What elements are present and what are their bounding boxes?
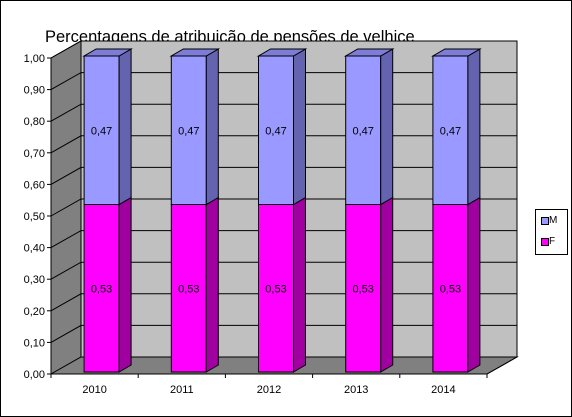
legend-label-m: M bbox=[549, 215, 558, 226]
bar-top bbox=[169, 48, 221, 57]
y-tick-label: 0,30 bbox=[24, 274, 45, 286]
data-label: 0,53 bbox=[91, 283, 112, 295]
data-label: 0,53 bbox=[440, 283, 461, 295]
data-label: 0,53 bbox=[352, 283, 373, 295]
y-tick-label: 0,20 bbox=[24, 306, 45, 318]
data-label: 0,47 bbox=[265, 125, 286, 137]
legend-label-f: F bbox=[549, 236, 556, 247]
floor-edge bbox=[486, 356, 518, 375]
y-tick-label: 0,80 bbox=[24, 116, 45, 128]
bar-top bbox=[343, 48, 395, 57]
data-label: 0,47 bbox=[440, 125, 461, 137]
y-tick-label: 0,00 bbox=[24, 369, 45, 381]
y-tick-label: 0,10 bbox=[24, 337, 45, 349]
bar-top bbox=[256, 48, 308, 57]
bar-side bbox=[380, 196, 394, 373]
y-tick-label: 0,90 bbox=[24, 85, 45, 97]
bar-side bbox=[467, 196, 481, 373]
bar-top bbox=[82, 48, 133, 57]
x-tick-label: 2011 bbox=[170, 384, 194, 396]
legend-swatch-m bbox=[541, 217, 549, 225]
y-tick-label: 0,50 bbox=[24, 211, 45, 223]
bar-side bbox=[205, 196, 219, 373]
bar-top bbox=[431, 48, 482, 57]
data-label: 0,53 bbox=[265, 283, 286, 295]
x-tick-label: 2014 bbox=[431, 384, 455, 396]
y-tick-label: 0,40 bbox=[24, 243, 45, 255]
bar-side bbox=[205, 48, 219, 206]
x-tick-label: 2010 bbox=[82, 384, 106, 396]
x-tick-label: 2013 bbox=[344, 384, 368, 396]
legend: M F bbox=[535, 209, 568, 255]
y-tick-label: 0,70 bbox=[24, 148, 45, 160]
y-tick-label: 1,00 bbox=[24, 53, 45, 65]
bar-side bbox=[118, 196, 132, 373]
data-label: 0,47 bbox=[91, 125, 112, 137]
data-label: 0,47 bbox=[178, 125, 199, 137]
gridline bbox=[50, 40, 517, 59]
data-label: 0,53 bbox=[178, 283, 199, 295]
bar-side bbox=[293, 48, 306, 206]
bar-side bbox=[380, 48, 394, 206]
bar-side bbox=[118, 48, 132, 206]
legend-swatch-f bbox=[541, 238, 549, 246]
data-label: 0,47 bbox=[352, 125, 373, 137]
bar-side bbox=[467, 48, 481, 206]
x-tick-label: 2012 bbox=[257, 384, 281, 396]
bar-side bbox=[293, 196, 306, 373]
y-tick-label: 0,60 bbox=[24, 179, 45, 191]
